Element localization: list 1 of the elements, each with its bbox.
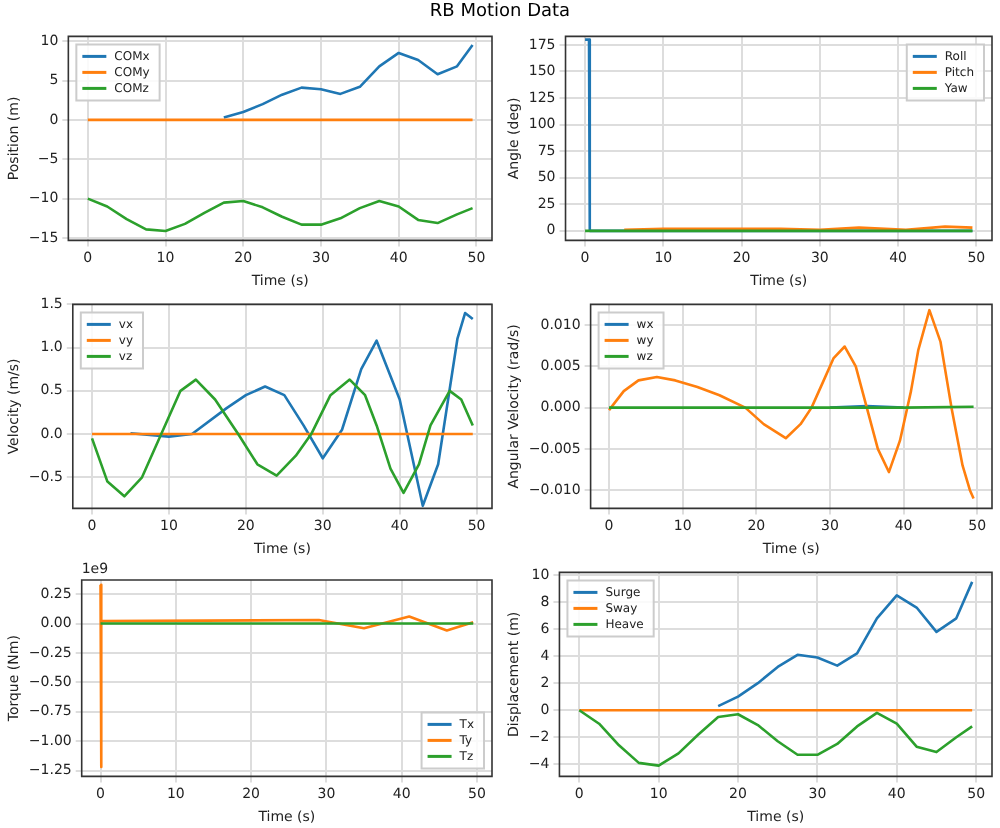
chart-title: RB Motion Data	[427, 2, 573, 22]
